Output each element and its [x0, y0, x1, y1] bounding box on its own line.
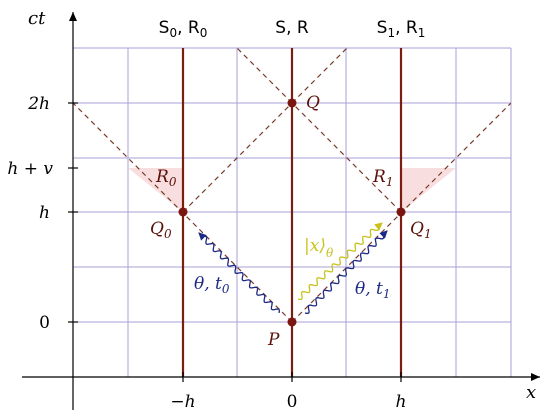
x-tick-neg-h: −h [170, 392, 195, 412]
lightcone-line-3 [236, 48, 293, 104]
x-tick-zero: 0 [287, 392, 298, 412]
worldline-label-s0-r0: S0, R0 [159, 18, 208, 40]
signal-label-ket-x: |x⟩θ [304, 236, 334, 260]
event-q1-dot [396, 207, 406, 217]
event-q-dot [287, 98, 297, 108]
signal-theta-t0 [198, 232, 280, 314]
events [178, 98, 406, 327]
event-p-dot [287, 317, 297, 327]
event-q0-dot [178, 207, 188, 217]
region-r0-label: R0 [155, 167, 177, 189]
event-p-label: P [267, 330, 280, 350]
lightcone-line-5 [182, 102, 293, 213]
x-axis-label: x [526, 382, 536, 403]
y-tick-h-plus-v: h + v [7, 159, 53, 179]
x-tick-h: h [396, 392, 407, 412]
y-tick-h: h [39, 203, 50, 223]
tick-marks [68, 102, 402, 382]
worldline-label-s-r: S, R [275, 18, 309, 38]
signal-theta-t1 [304, 230, 388, 314]
region-r1-shade [401, 168, 456, 212]
event-q0-label: Q0 [150, 219, 172, 241]
event-q1-label: Q1 [410, 219, 432, 241]
lightcone-line-4 [291, 48, 348, 104]
region-r1-label: R1 [372, 167, 393, 189]
event-q-label: Q [306, 93, 320, 113]
region-r0-shade [128, 168, 183, 212]
signal-label-theta-t1: θ, t1 [355, 279, 391, 301]
signal-label-theta-t0: θ, t0 [194, 274, 230, 296]
signal-ket-x [297, 222, 383, 301]
y-tick-2h: 2h [27, 94, 50, 114]
worldline-label-s1-r1: S1, R1 [377, 18, 426, 40]
y-tick-zero: 0 [39, 313, 50, 333]
ct-axis-label: ct [28, 8, 46, 29]
lightcone-line-6 [291, 102, 402, 213]
